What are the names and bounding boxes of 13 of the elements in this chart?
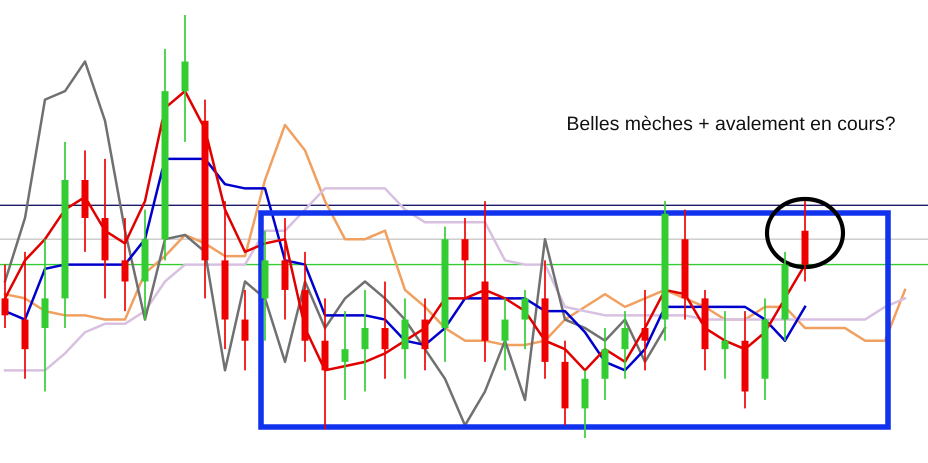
- candlestick: [242, 289, 248, 372]
- candlestick: [382, 280, 388, 380]
- candlestick: [722, 310, 728, 380]
- annotation: Belles mèches + avalement en cours?: [568, 116, 895, 130]
- candlestick: [122, 217, 128, 312]
- candlestick: [642, 289, 648, 372]
- candlestick: [2, 264, 8, 329]
- candlestick: [522, 289, 528, 350]
- candlestick: [462, 217, 468, 300]
- candlestick: [362, 289, 368, 392]
- candlestick: [622, 310, 628, 380]
- candlestick: [502, 298, 508, 372]
- candlestick: [342, 310, 348, 401]
